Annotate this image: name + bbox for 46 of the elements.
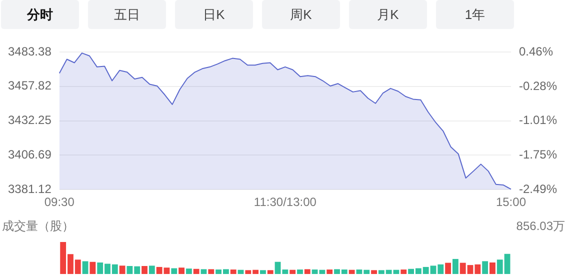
bar [267,270,274,274]
bar [186,268,192,274]
bar [90,262,96,274]
bar [208,269,214,274]
y2-tick-label: -0.28% [518,78,558,93]
bar [200,269,207,274]
y-tick-label: 3483.38 [8,44,52,58]
bar [304,269,310,274]
bar [230,270,236,274]
bar [326,270,333,274]
bar [171,268,178,274]
y-tick-label: 3457.82 [8,78,52,93]
bar [193,268,200,274]
x-tick-label: 11:30/13:00 [254,195,317,210]
bar [148,266,155,274]
bar [82,261,88,274]
bar [452,258,458,274]
bar [260,270,266,274]
bar [490,262,496,274]
y2-tick-label: -2.49% [518,182,558,196]
bar [290,270,296,274]
bar [371,270,377,274]
text: 月K [349,0,427,29]
y-tick-label: 3381.12 [8,182,52,196]
bar [119,266,126,274]
bar [348,270,355,274]
text: 日K [175,0,253,29]
text: 1年 [436,0,514,29]
text: 周K [262,0,340,29]
bar [297,270,303,274]
text: 856.03万 [516,218,565,235]
y-tick-label: 3432.25 [8,113,52,128]
text: 五日 [88,0,166,29]
y2-tick-label: -1.01% [518,112,558,127]
text: 分时 [1,0,79,29]
bar [482,261,488,274]
bar [178,268,184,274]
y-axis-title: 成交量（股） [2,218,74,235]
x-tick-label: 09:30 [44,195,75,210]
bar [445,262,452,274]
x-tick-label: 15:00 [496,195,526,210]
y2-tick-label: -1.75% [518,147,558,162]
bar [400,270,407,274]
y-tick-label: 3406.69 [8,148,52,162]
y2-tick-label: 0.46% [518,44,554,58]
bar [142,266,148,274]
